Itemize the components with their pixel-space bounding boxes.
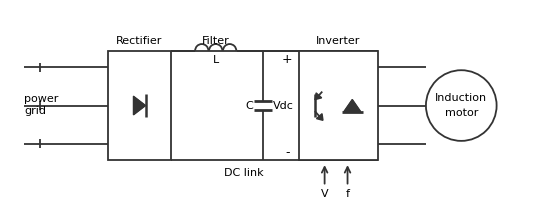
Bar bbox=[108, 51, 171, 160]
Text: motor: motor bbox=[445, 108, 478, 118]
Polygon shape bbox=[316, 114, 323, 120]
Text: Filter: Filter bbox=[202, 36, 229, 46]
Text: f: f bbox=[345, 189, 349, 199]
Text: Vdc: Vdc bbox=[273, 100, 294, 111]
Text: grid: grid bbox=[24, 106, 46, 116]
Text: Induction: Induction bbox=[435, 93, 487, 103]
Text: -: - bbox=[285, 145, 290, 159]
Polygon shape bbox=[133, 96, 146, 115]
Text: +: + bbox=[282, 53, 293, 65]
Text: DC link: DC link bbox=[224, 168, 264, 178]
Text: power: power bbox=[24, 94, 59, 104]
Text: C: C bbox=[245, 100, 253, 111]
Text: L: L bbox=[213, 55, 219, 65]
Text: Inverter: Inverter bbox=[316, 36, 360, 46]
Text: Rectifier: Rectifier bbox=[116, 36, 163, 46]
Polygon shape bbox=[315, 93, 321, 100]
Polygon shape bbox=[344, 100, 360, 112]
Text: V: V bbox=[321, 189, 329, 199]
Bar bbox=[299, 51, 378, 160]
